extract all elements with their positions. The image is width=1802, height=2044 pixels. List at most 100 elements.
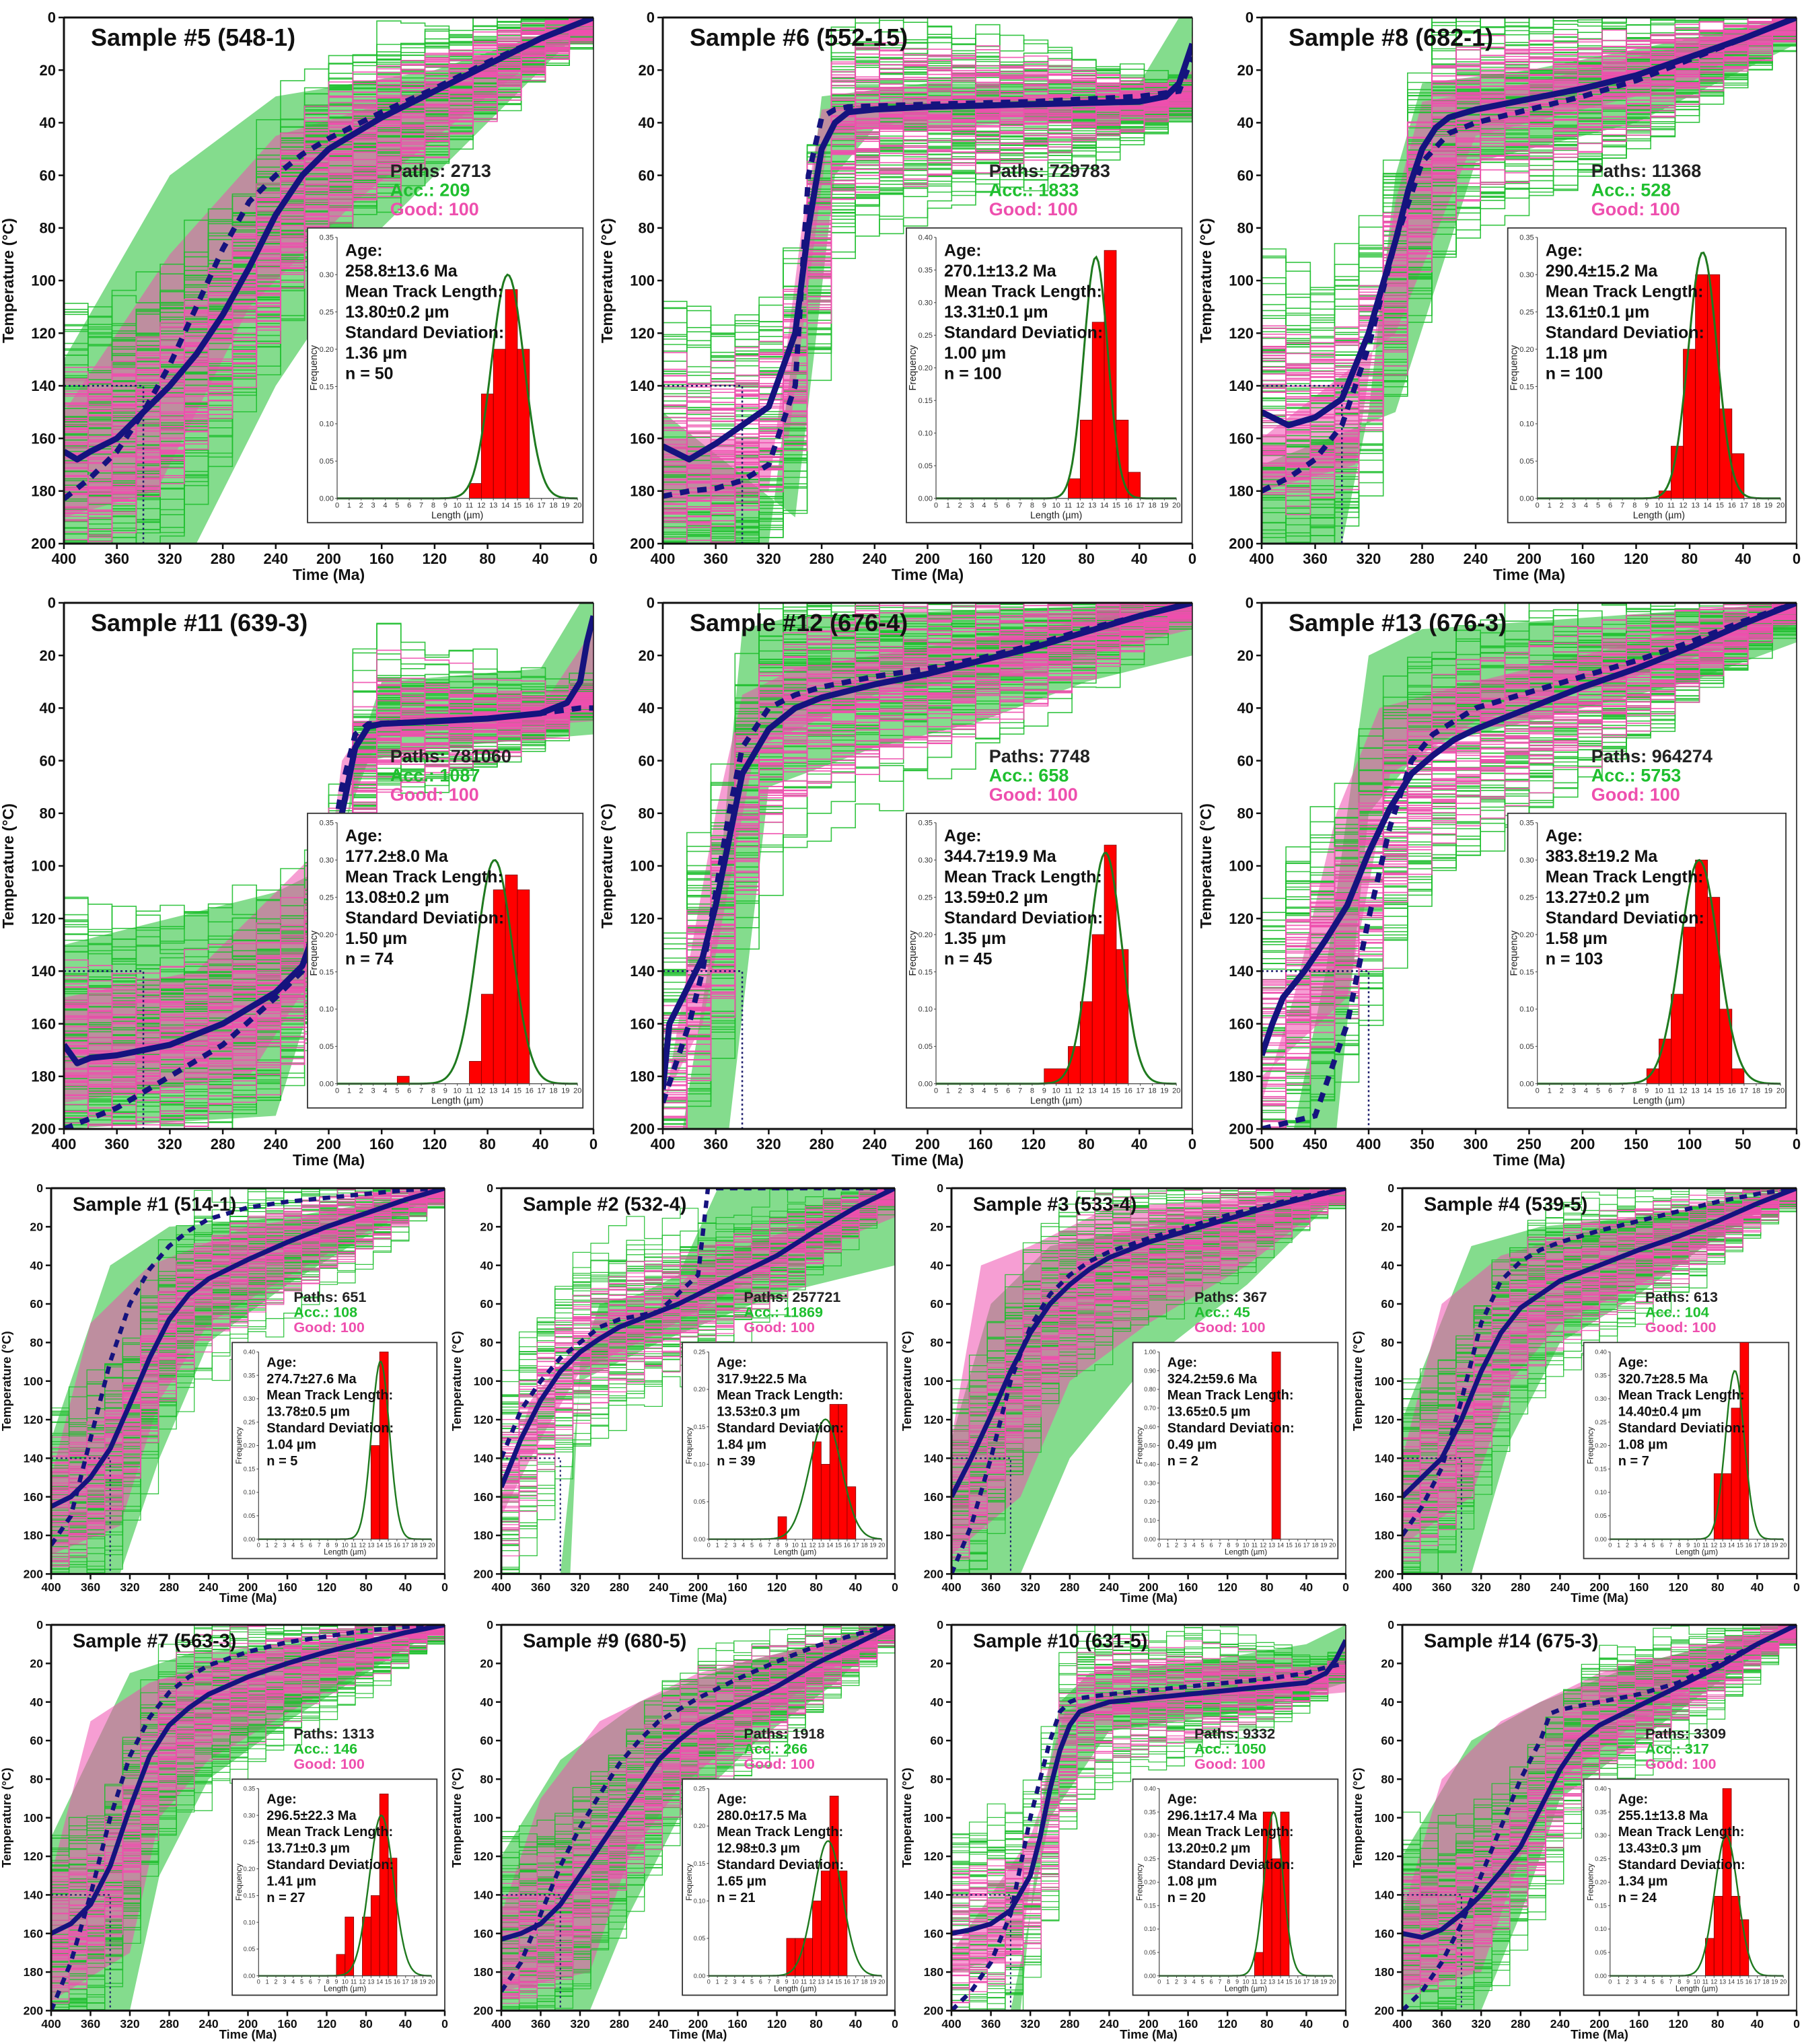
best-fit-path [51, 1625, 445, 1936]
histogram-x-tick-label: 10 [454, 1087, 462, 1095]
age-value: 383.8±19.2 Ma [1546, 847, 1659, 866]
age-label: Age: [1618, 1792, 1648, 1806]
sample-title: Sample #7 (563-3) [73, 1631, 236, 1652]
n-count: n = 24 [1618, 1891, 1657, 1905]
age-value: 290.4±15.2 Ma [1546, 262, 1659, 281]
x-tick-label: 40 [1300, 1580, 1313, 1594]
good-path [951, 1188, 1329, 1449]
x-tick-label: 240 [263, 1136, 288, 1153]
histogram-x-tick-label: 10 [792, 1979, 799, 1985]
x-tick-label: 40 [1735, 550, 1751, 567]
x-tick-label: 0 [589, 550, 598, 567]
x-tick-label: 280 [211, 550, 236, 567]
histogram-x-tick-label: 17 [1740, 502, 1748, 510]
x-tick-label: 400 [41, 2017, 61, 2031]
histogram-x-tick-label: 11 [801, 1542, 807, 1549]
x-tick-label: 280 [211, 1136, 236, 1153]
histogram-x-tick-label: 3 [1184, 1542, 1187, 1549]
histogram-x-tick-label: 12 [477, 502, 485, 510]
mtl-label: Mean Track Length: [717, 1825, 843, 1839]
histogram-bar [1695, 274, 1708, 499]
histogram-x-tick-label: 20 [1172, 502, 1180, 510]
histogram-y-tick-label: 0.35 [1519, 819, 1534, 828]
y-tick-label: 0 [1246, 595, 1254, 612]
histogram-x-tick-label: 8 [1678, 1542, 1681, 1549]
n-count: n = 50 [345, 364, 394, 383]
histogram-x-tick-label: 19 [419, 1542, 426, 1549]
histogram-x-tick-label: 10 [792, 1542, 799, 1549]
y-axis-label: Temperature (°C) [1197, 218, 1215, 343]
x-tick-label: 80 [809, 2017, 823, 2031]
histogram-x-label: Length (µm) [1675, 1547, 1718, 1556]
x-axis-label: Time (Ma) [892, 566, 964, 583]
histogram-y-tick-label: 0.35 [1519, 234, 1534, 242]
histogram-x-tick-label: 5 [994, 1087, 998, 1095]
panel-sample-6: 0 20 40 60 80 100 120 140 160 180 200 500 450 400 350 3… [1197, 585, 1802, 1171]
y-tick-label: 60 [1381, 1734, 1394, 1747]
histogram-y-tick-label: 0.30 [1595, 1395, 1607, 1402]
good-path [951, 1644, 1346, 2003]
histogram-bar [370, 1445, 380, 1540]
y-tick-label: 20 [930, 1220, 943, 1234]
panel-sample-9: 0 20 40 60 80 100 120 140 160 180 200 400 360 320 280 2… [900, 1171, 1351, 1607]
mtl-value: 13.43±0.3 µm [1618, 1841, 1702, 1856]
histogram-x-tick-label: 0 [257, 1542, 260, 1549]
y-tick-label: 200 [31, 536, 56, 552]
y-tick-label: 60 [639, 167, 655, 184]
weighted-mean-path [951, 1661, 1346, 2011]
histogram-y-tick-label: 0.15 [694, 1424, 706, 1430]
age-value: 258.8±13.6 Ma [345, 262, 458, 281]
histogram-y-tick-label: 0.40 [918, 234, 933, 242]
histogram-x-tick-label: 8 [431, 1087, 435, 1095]
histogram-bar [1659, 1038, 1671, 1085]
histogram-x-tick-label: 8 [1227, 1542, 1230, 1549]
y-tick-label: 160 [474, 1927, 494, 1940]
x-tick-label: 240 [263, 550, 288, 567]
y-tick-label: 180 [924, 1965, 944, 1979]
histogram-x-tick-label: 9 [1686, 1542, 1690, 1549]
y-tick-label: 0 [1387, 1618, 1394, 1632]
acceptable-count: Acc.: 266 [744, 1741, 807, 1757]
y-tick-label: 160 [630, 1015, 655, 1032]
x-tick-label: 240 [862, 550, 887, 567]
histogram-x-tick-label: 10 [454, 502, 462, 510]
x-axis-label: Time (Ma) [219, 1591, 277, 1605]
x-tick-label: 160 [727, 2017, 748, 2031]
histogram-x-tick-label: 3 [1572, 502, 1576, 510]
histogram-x-tick-label: 7 [768, 1542, 771, 1549]
histogram-x-tick-label: 20 [1776, 1087, 1785, 1095]
histogram-x-tick-label: 6 [759, 1542, 762, 1549]
histogram-y-tick-label: 0.20 [244, 1866, 256, 1872]
histogram-x-tick-label: 8 [1030, 502, 1034, 510]
histogram-y-tick-label: 0.25 [694, 1349, 706, 1356]
x-tick-label: 320 [1472, 2017, 1492, 2031]
y-tick-label: 120 [1375, 1850, 1395, 1863]
acceptable-path [51, 1625, 231, 1856]
histogram-y-tick-label: 0.25 [694, 1786, 706, 1792]
histogram-bar [1683, 926, 1696, 1085]
histogram-x-tick-label: 8 [1227, 1979, 1230, 1985]
good-path [64, 20, 593, 509]
x-tick-label: 0 [589, 1136, 598, 1153]
histogram-x-tick-label: 1 [266, 1979, 269, 1985]
model-paths [663, 17, 1192, 544]
sd-value: 1.18 µm [1546, 344, 1608, 363]
histogram-y-tick-label: 0.30 [1144, 1832, 1156, 1839]
weighted-mean-path [51, 1625, 445, 2011]
sample-title: Sample #4 (539-5) [1424, 1194, 1587, 1216]
age-label: Age: [717, 1792, 746, 1806]
y-tick-label: 100 [474, 1375, 494, 1388]
constraint-box [1260, 970, 1370, 1130]
histogram-x-tick-label: 3 [1184, 1979, 1187, 1985]
y-tick-label: 140 [474, 1452, 494, 1465]
x-tick-label: 160 [369, 1136, 394, 1153]
panel-sample-13: 0 20 40 60 80 100 120 140 160 180 200 400 360 320 280 2… [900, 1607, 1351, 2044]
histogram-x-tick-label: 5 [1596, 1087, 1600, 1095]
y-tick-label: 140 [1375, 1889, 1395, 1902]
histogram-bar [1091, 322, 1105, 499]
histogram-x-tick-label: 17 [538, 502, 546, 510]
panel-sample-2: 0 20 40 60 80 100 120 140 160 180 200 400 360 320 280 2… [598, 0, 1198, 585]
histogram-bar [1713, 1895, 1723, 1977]
